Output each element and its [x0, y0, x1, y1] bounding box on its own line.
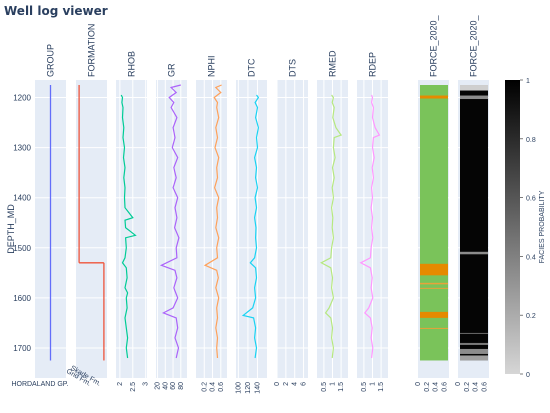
- x-tick-label: 1: [330, 382, 337, 386]
- facies-band: [460, 355, 488, 361]
- y-axis-title: DEPTH_MD: [6, 204, 16, 254]
- x-tick-label: 1.5: [378, 382, 385, 392]
- x-tick-label: 100: [235, 382, 242, 394]
- colorbar-tick-label: 0.6: [526, 196, 536, 203]
- x-tick-label: 0: [415, 382, 422, 386]
- x-tick-label: 0.5: [361, 382, 368, 392]
- x-tick-label: 0: [455, 382, 462, 386]
- facies-band: [420, 282, 448, 285]
- colorbar-tick-label: 1: [526, 78, 530, 85]
- track-dts-background: [277, 80, 308, 378]
- colorbar-tick-label: 0.8: [526, 137, 536, 144]
- x-tick-label: 60: [170, 382, 177, 390]
- x-tick-label: 1.5: [338, 382, 345, 392]
- facies-band: [460, 348, 488, 354]
- x-tick-label: 2.5: [130, 382, 137, 392]
- x-tick-label: 6: [301, 382, 308, 386]
- facies-band: [420, 311, 448, 318]
- y-tick-label: 1700: [13, 344, 31, 353]
- facies-band: [460, 332, 488, 334]
- x-tick-label: 0: [274, 382, 281, 386]
- x-tick-label: 120: [245, 382, 252, 394]
- y-tick-label: 1300: [13, 144, 31, 153]
- x-tick-label: 1: [370, 382, 377, 386]
- y-tick-label: 1600: [13, 294, 31, 303]
- x-tick-label: 0.4: [473, 382, 480, 392]
- facies-band: [460, 85, 488, 91]
- x-tick-label: 0.2: [201, 382, 208, 392]
- x-tick-label: 140: [254, 382, 261, 394]
- track-title-nphi: NPHI: [207, 55, 217, 77]
- facies-band: [460, 95, 488, 100]
- x-tick-label: 0.4: [210, 382, 217, 392]
- x-tick-label: 2: [117, 382, 124, 386]
- curve-rhob: [120, 94, 137, 359]
- track-formation-background: [76, 80, 107, 378]
- track-title-formation: FORMATION: [87, 24, 97, 77]
- colorbar-tick-label: 0.2: [526, 313, 536, 320]
- facies-band: [420, 263, 448, 276]
- colorbar: [505, 80, 520, 374]
- y-tick-label: 1400: [13, 194, 31, 203]
- colorbar-tick-label: 0: [526, 372, 530, 379]
- curve-rdep: [359, 94, 381, 359]
- x-tick-label: 2: [283, 382, 290, 386]
- x-tick-label: HORDALAND GP.: [11, 381, 68, 388]
- track-nphi-background: [196, 80, 227, 378]
- facies-band: [460, 251, 488, 255]
- x-tick-label: 0.2: [424, 382, 431, 392]
- facies-column-force-2020-1: [420, 85, 448, 361]
- x-tick-label: 0.6: [218, 382, 225, 392]
- curve-nphi: [203, 84, 222, 359]
- track-rhob-background: [116, 80, 147, 378]
- x-tick-label: 0.6: [482, 382, 489, 392]
- track-title-group: GROUP: [46, 44, 56, 77]
- x-tick-label: 0.4: [433, 382, 440, 392]
- x-tick-label: 80: [178, 382, 185, 390]
- track-title-dtc: DTC: [247, 58, 257, 77]
- colorbar-title: FACIES PROBABILITY: [539, 190, 546, 263]
- facies-band: [420, 95, 448, 99]
- x-tick-label: 0.6: [442, 382, 449, 392]
- facies-column-force-2020-2: [460, 85, 488, 361]
- track-title-rmed: RMED: [328, 50, 338, 77]
- facies-band: [420, 327, 448, 329]
- x-tick-label: 4: [292, 382, 299, 386]
- x-tick-label: 0.5: [321, 382, 328, 392]
- colorbar-tick-label: 0.4: [526, 254, 536, 261]
- curve-dtc: [241, 94, 260, 359]
- facies-band: [420, 287, 448, 289]
- app-title: Well log viewer: [4, 4, 108, 18]
- track-gr-background: [156, 80, 187, 378]
- track-title-force-2020-2: FORCE_2020_: [469, 14, 479, 77]
- x-tick-label: 20: [155, 382, 162, 390]
- x-tick-label: 0.2: [464, 382, 471, 392]
- y-tick-label: 1200: [13, 94, 31, 103]
- track-dtc-background: [236, 80, 267, 378]
- track-title-dts: DTS: [288, 59, 298, 77]
- track-title-rdep: RDEP: [368, 52, 378, 77]
- curve-gr: [159, 84, 181, 359]
- x-tick-label: 3: [143, 382, 150, 386]
- x-tick-label: 40: [162, 382, 169, 390]
- track-title-gr: GR: [167, 63, 177, 77]
- facies-band: [460, 342, 488, 345]
- track-title-rhob: RHOB: [127, 51, 137, 77]
- y-tick-label: 1500: [13, 244, 31, 253]
- curve-rmed: [320, 94, 343, 359]
- track-title-force-2020-1: FORCE_2020_: [429, 14, 439, 77]
